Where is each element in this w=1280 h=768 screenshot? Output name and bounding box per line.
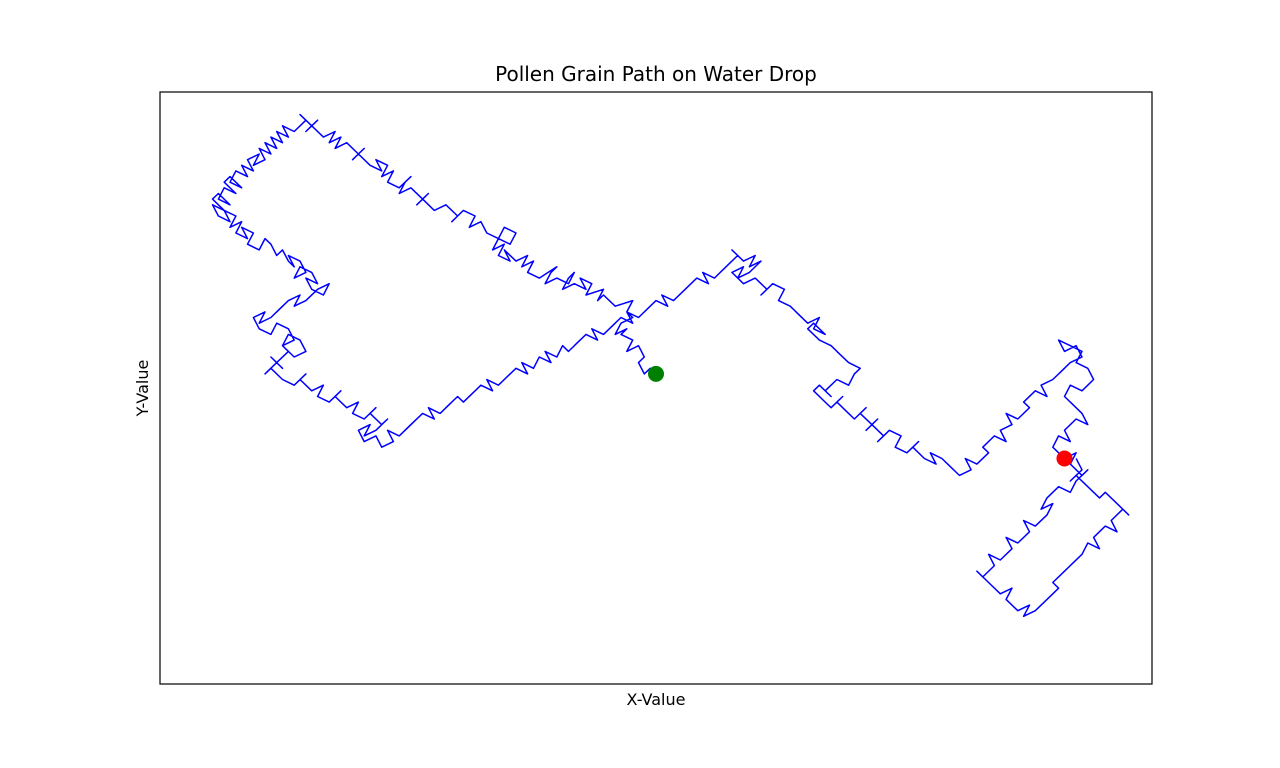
walk-path-series-0: [211, 113, 1130, 618]
x-axis-label: X-Value: [627, 690, 686, 709]
chart-title: Pollen Grain Path on Water Drop: [495, 62, 817, 86]
y-axis-label: Y-Value: [133, 360, 152, 418]
start-point-marker: [648, 365, 664, 382]
plot-area: [159, 91, 1153, 685]
data-layer: [211, 113, 1130, 618]
end-point-marker: [1056, 450, 1073, 467]
